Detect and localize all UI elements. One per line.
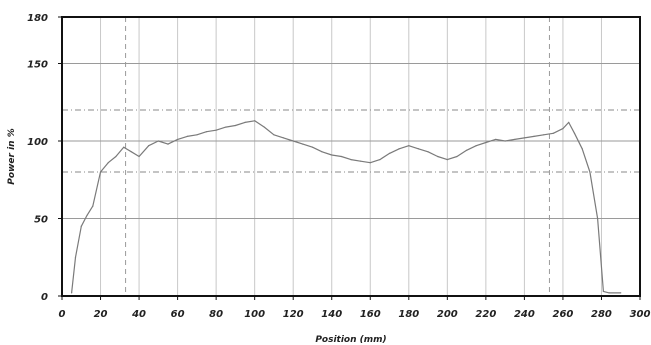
data-point [177, 138, 179, 141]
data-point [597, 217, 599, 220]
data-point [321, 151, 323, 153]
data-point [273, 134, 275, 136]
data-point [71, 292, 73, 294]
y-tick-label: 50 [34, 215, 48, 226]
x-tick-label: 60 [171, 309, 185, 320]
data-point [485, 141, 487, 144]
data-point [620, 292, 622, 294]
x-tick-label: 180 [398, 309, 419, 320]
x-tick-label: 280 [591, 309, 612, 320]
data-point [514, 138, 516, 141]
x-tick-label: 20 [94, 309, 108, 320]
x-tick-label: 220 [475, 309, 496, 320]
data-point [573, 132, 576, 134]
data-point [589, 171, 591, 173]
x-tick-label: 260 [552, 309, 573, 320]
x-tick-label: 160 [360, 309, 381, 320]
plot-frame [61, 16, 641, 297]
data-point [86, 214, 88, 216]
data-point [398, 148, 400, 150]
x-tick-label: 40 [131, 309, 146, 320]
data-point [602, 290, 604, 292]
data-point [427, 151, 429, 153]
reference-lines [62, 17, 640, 296]
data-point [466, 149, 468, 151]
data-point [234, 124, 236, 127]
data-point [157, 140, 159, 142]
data-point [543, 134, 545, 136]
data-point [360, 160, 362, 162]
x-axis-label: Position (mm) [315, 335, 386, 345]
data-point [196, 134, 198, 136]
data-point [244, 121, 246, 123]
x-tick-label: 100 [244, 309, 265, 320]
data-point [379, 159, 381, 161]
data-point [107, 162, 109, 164]
data-point [350, 159, 352, 161]
data-point [504, 140, 506, 142]
data-point [282, 137, 285, 139]
series-layer [71, 120, 622, 294]
data-point [74, 256, 77, 258]
data-point [388, 152, 391, 154]
data-point [130, 151, 132, 153]
x-tick-label: 140 [321, 309, 342, 320]
data-point [148, 145, 150, 147]
data-point [581, 148, 583, 150]
data-point [254, 120, 256, 122]
data-point [302, 143, 304, 145]
data-point [215, 129, 217, 131]
data-point [331, 154, 333, 156]
y-axis-label: Power in % [7, 128, 17, 184]
data-point [533, 135, 535, 137]
data-point [167, 143, 169, 145]
data-point [369, 162, 371, 164]
data-point [456, 155, 458, 158]
data-point [292, 140, 294, 142]
data-point [408, 145, 410, 147]
data-point [263, 126, 265, 128]
x-tick-label: 80 [209, 309, 223, 320]
x-tick-label: 0 [59, 309, 66, 320]
data-point [225, 126, 227, 128]
data-point [417, 148, 420, 150]
data-point [552, 132, 554, 134]
x-tick-label: 120 [283, 309, 304, 320]
data-point [494, 138, 497, 141]
data-point [138, 155, 140, 158]
data-point [475, 145, 477, 147]
data-point [186, 135, 188, 137]
data-point [568, 121, 570, 123]
grid [62, 17, 640, 296]
data-point [608, 292, 610, 294]
data-point [92, 205, 94, 207]
data-point [311, 146, 314, 148]
data-point [99, 171, 102, 173]
x-tick-label: 240 [514, 309, 535, 320]
y-ticks: 0 50 100 150 180 [27, 13, 62, 303]
y-tick-label: 100 [27, 137, 48, 148]
data-point [562, 128, 564, 130]
y-tick-label: 180 [27, 13, 48, 24]
x-tick-label: 300 [630, 309, 651, 320]
data-point [437, 155, 439, 158]
y-tick-label: 0 [41, 292, 48, 303]
data-point [340, 155, 342, 158]
x-tick-label: 200 [437, 309, 458, 320]
y-tick-label: 150 [27, 60, 48, 71]
data-point [523, 137, 526, 139]
data-point [115, 155, 117, 158]
data-point [80, 225, 82, 227]
series-line [71, 120, 621, 294]
data-point [123, 146, 125, 148]
data-point [205, 131, 208, 133]
data-point [446, 159, 448, 161]
x-ticks: 0 20 40 60 80 100 120 140 160 180 200 220 240 260 280 3… [59, 296, 651, 320]
